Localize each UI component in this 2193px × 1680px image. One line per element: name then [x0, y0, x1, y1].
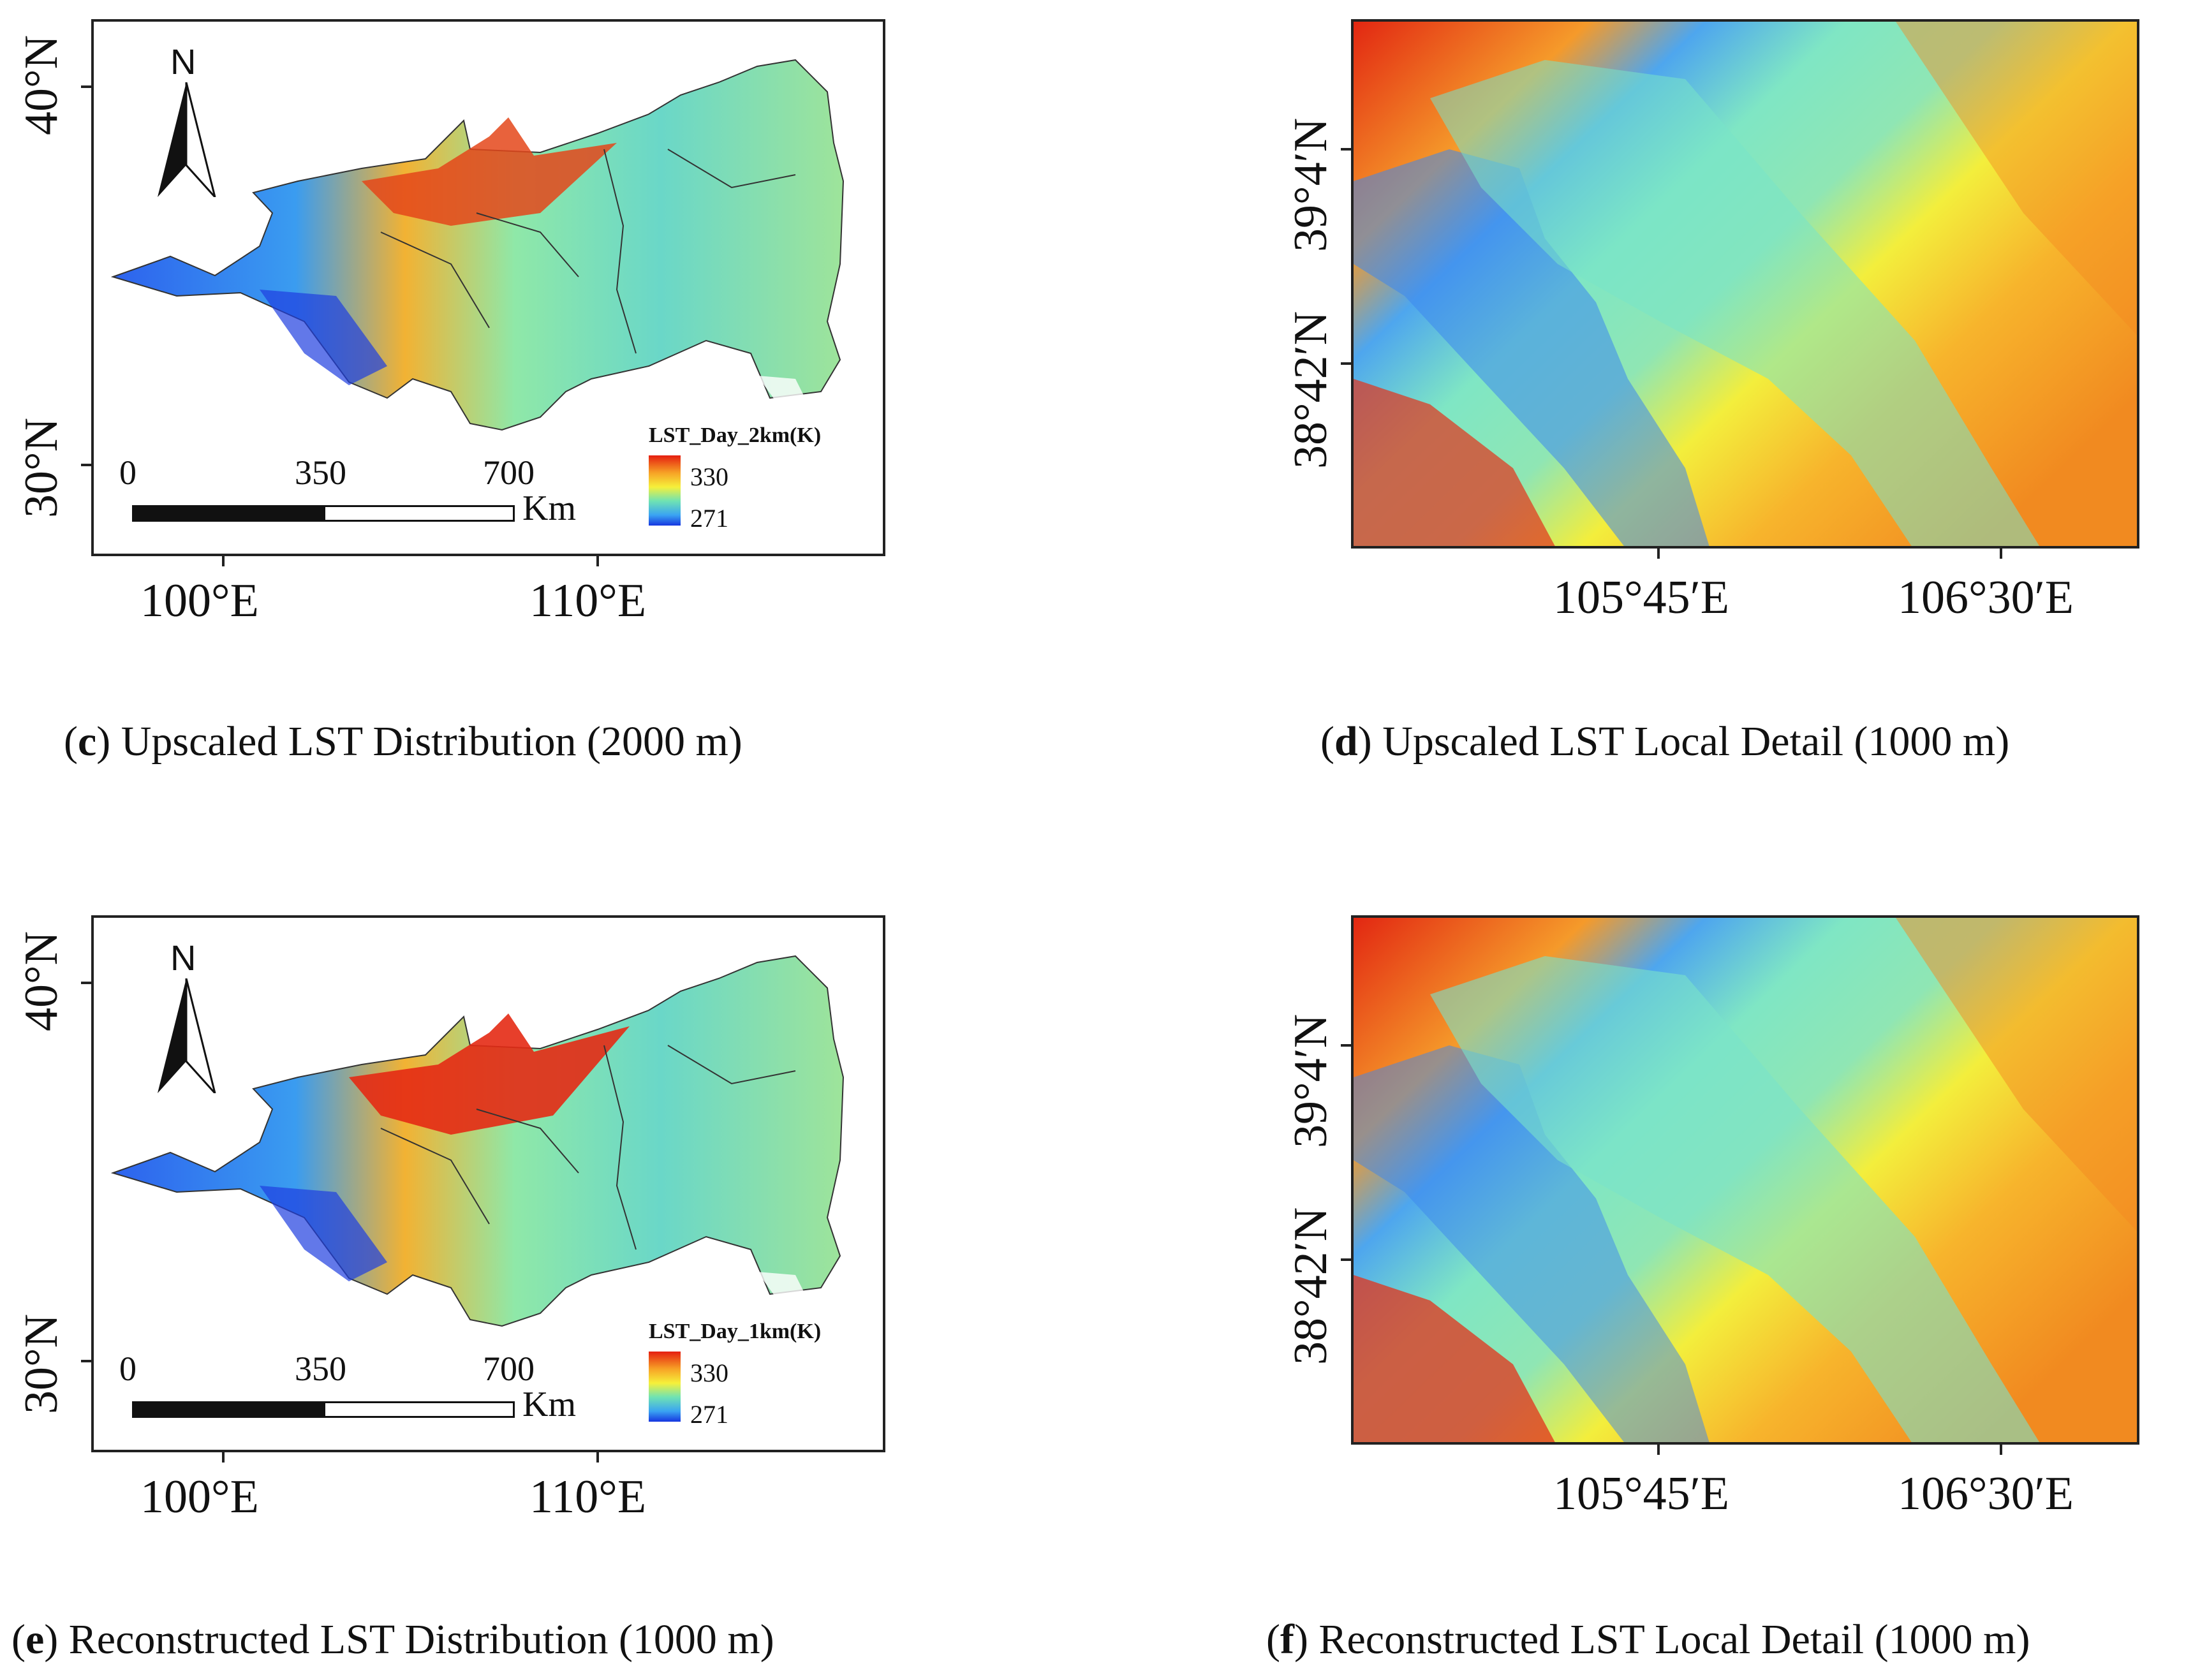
north-label: N: [170, 938, 196, 978]
lon-label-100e: 100°E: [140, 1471, 259, 1523]
region-map-e: [110, 955, 845, 1327]
lon-label-110e: 110°E: [529, 1471, 647, 1523]
lat-label-40n: 40°N: [15, 34, 68, 135]
detail-frame-f: [1351, 915, 2139, 1445]
legend-color-bar: [649, 455, 681, 526]
legend-min: 271: [690, 504, 728, 533]
scale-label-700: 700: [483, 1350, 535, 1388]
scale-bar-white: [323, 505, 515, 522]
map-frame-c: N 0 350 700 Km LST_Day_2km(K) 330 271: [91, 19, 885, 556]
scale-label-700: 700: [483, 453, 535, 492]
province-borders: [380, 149, 796, 354]
lon-label-106-30e: 106°30′E: [1898, 571, 2074, 624]
lat-label-38-42n: 38°42′N: [1285, 1207, 1337, 1365]
cold-zone: [260, 290, 387, 385]
detail-frame-d: [1351, 19, 2139, 549]
north-arrow-icon: [158, 978, 216, 1093]
detail-map-f: [1354, 918, 2137, 1442]
region-shape: [110, 59, 845, 431]
scale-unit: Km: [522, 489, 576, 528]
lat-label-30n: 30°N: [15, 1313, 68, 1414]
lat-label-39-4n: 39°4′N: [1285, 1013, 1337, 1148]
map-frame-e: N 0 350 700 Km LST_Day_1km(K) 330 271: [91, 915, 885, 1452]
lat-label-30n: 30°N: [15, 417, 68, 518]
caption-e: (e) Reconstructed LST Distribution (1000…: [11, 1616, 774, 1663]
legend-min: 271: [690, 1400, 728, 1429]
legend-max: 330: [690, 1359, 728, 1387]
caption-c: (c) Upscaled LST Distribution (2000 m): [64, 718, 742, 765]
scale-label-0: 0: [119, 453, 137, 492]
lat-label-40n: 40°N: [15, 931, 68, 1031]
caption-f: (f) Reconstructed LST Local Detail (1000…: [1266, 1616, 2030, 1663]
scale-unit: Km: [522, 1385, 576, 1424]
region-shape: [110, 955, 845, 1327]
lat-label-39-4n: 39°4′N: [1285, 117, 1337, 252]
north-arrow-icon: [158, 82, 216, 197]
lat-label-38-42n: 38°42′N: [1285, 311, 1337, 469]
lon-label-100e: 100°E: [140, 575, 259, 627]
lon-label-105-45e: 105°45′E: [1553, 1468, 1729, 1520]
north-label: N: [170, 41, 196, 82]
hot-zone: [362, 117, 617, 226]
white-patch: [757, 1272, 808, 1307]
legend-title: LST_Day_2km(K): [649, 424, 822, 447]
lon-label-110e: 110°E: [529, 575, 647, 627]
region-map-c: [110, 59, 845, 431]
scale-label-350: 350: [295, 1350, 346, 1388]
cold-zone: [260, 1186, 387, 1281]
scale-bar-black: [132, 1401, 323, 1418]
scale-bar-white: [323, 1401, 515, 1418]
legend-color-bar: [649, 1352, 681, 1422]
detail-map-d: [1354, 22, 2137, 546]
legend-max: 330: [690, 462, 728, 491]
white-patch: [757, 376, 808, 411]
lon-label-106-30e: 106°30′E: [1898, 1468, 2074, 1520]
scale-bar-black: [132, 505, 323, 522]
scale-label-350: 350: [295, 453, 346, 492]
province-borders: [380, 1045, 796, 1250]
caption-d: (d) Upscaled LST Local Detail (1000 m): [1320, 718, 2010, 765]
scale-label-0: 0: [119, 1350, 137, 1388]
legend-title: LST_Day_1km(K): [649, 1320, 822, 1343]
lon-label-105-45e: 105°45′E: [1553, 571, 1729, 624]
hot-zone: [349, 1013, 630, 1135]
